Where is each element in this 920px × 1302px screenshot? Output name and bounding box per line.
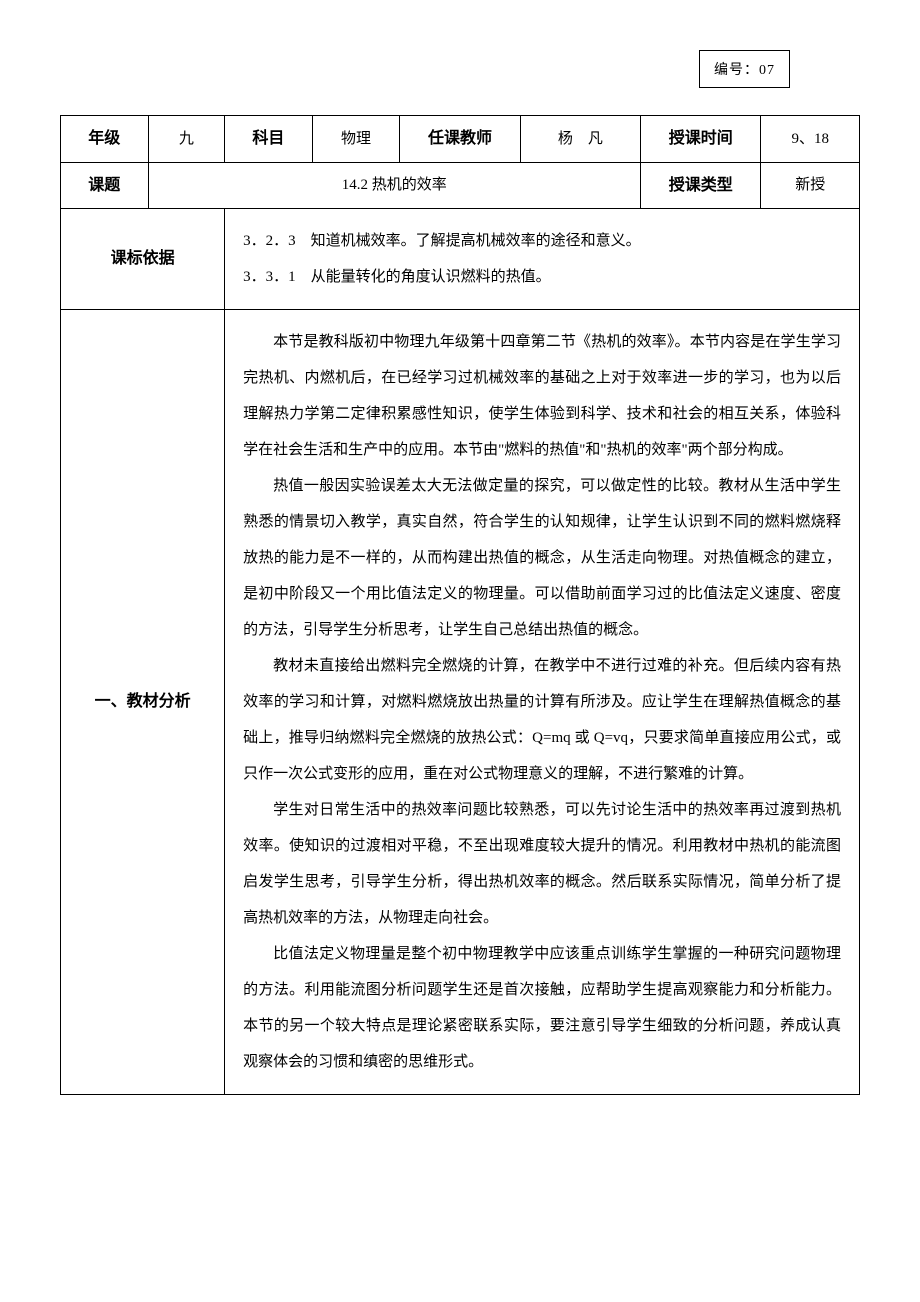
- teacher-value: 杨 凡: [520, 116, 640, 163]
- analysis-label: 一、教材分析: [61, 310, 225, 1095]
- analysis-p2: 热值一般因实验误差太大无法做定量的探究，可以做定性的比较。教材从生活中学生熟悉的…: [243, 468, 841, 648]
- analysis-p5: 比值法定义物理量是整个初中物理教学中应该重点训练学生掌握的一种研究问题物理的方法…: [243, 936, 841, 1080]
- header-row-1: 年级 九 科目 物理 任课教师 杨 凡 授课时间 9、18: [61, 116, 860, 163]
- analysis-row: 一、教材分析 本节是教科版初中物理九年级第十四章第二节《热机的效率》。本节内容是…: [61, 310, 860, 1095]
- standard-row: 课标依据 3．2．3 知道机械效率。了解提高机械效率的途径和意义。 3．3．1 …: [61, 209, 860, 310]
- standard-line-2: 3．3．1 从能量转化的角度认识燃料的热值。: [243, 259, 841, 295]
- time-value: 9、18: [761, 116, 860, 163]
- lesson-plan-table: 年级 九 科目 物理 任课教师 杨 凡 授课时间 9、18 课题 14.2 热机…: [60, 115, 860, 1095]
- analysis-p3: 教材未直接给出燃料完全燃烧的计算，在教学中不进行过难的补充。但后续内容有热效率的…: [243, 648, 841, 792]
- subject-value: 物理: [312, 116, 400, 163]
- type-label: 授课类型: [641, 162, 761, 209]
- header-row-2: 课题 14.2 热机的效率 授课类型 新授: [61, 162, 860, 209]
- analysis-p4: 学生对日常生活中的热效率问题比较熟悉，可以先讨论生活中的热效率再过渡到热机效率。…: [243, 792, 841, 936]
- analysis-content: 本节是教科版初中物理九年级第十四章第二节《热机的效率》。本节内容是在学生学习完热…: [225, 310, 860, 1095]
- teacher-label: 任课教师: [400, 116, 520, 163]
- grade-value: 九: [148, 116, 225, 163]
- standard-content: 3．2．3 知道机械效率。了解提高机械效率的途径和意义。 3．3．1 从能量转化…: [225, 209, 860, 310]
- type-value: 新授: [761, 162, 860, 209]
- document-number-box: 编号：07: [699, 50, 790, 88]
- topic-label: 课题: [61, 162, 149, 209]
- analysis-p1: 本节是教科版初中物理九年级第十四章第二节《热机的效率》。本节内容是在学生学习完热…: [243, 324, 841, 468]
- topic-value: 14.2 热机的效率: [148, 162, 640, 209]
- time-label: 授课时间: [641, 116, 761, 163]
- standard-label: 课标依据: [61, 209, 225, 310]
- document-number: 编号：07: [714, 63, 775, 78]
- grade-label: 年级: [61, 116, 149, 163]
- standard-line-1: 3．2．3 知道机械效率。了解提高机械效率的途径和意义。: [243, 223, 841, 259]
- subject-label: 科目: [225, 116, 313, 163]
